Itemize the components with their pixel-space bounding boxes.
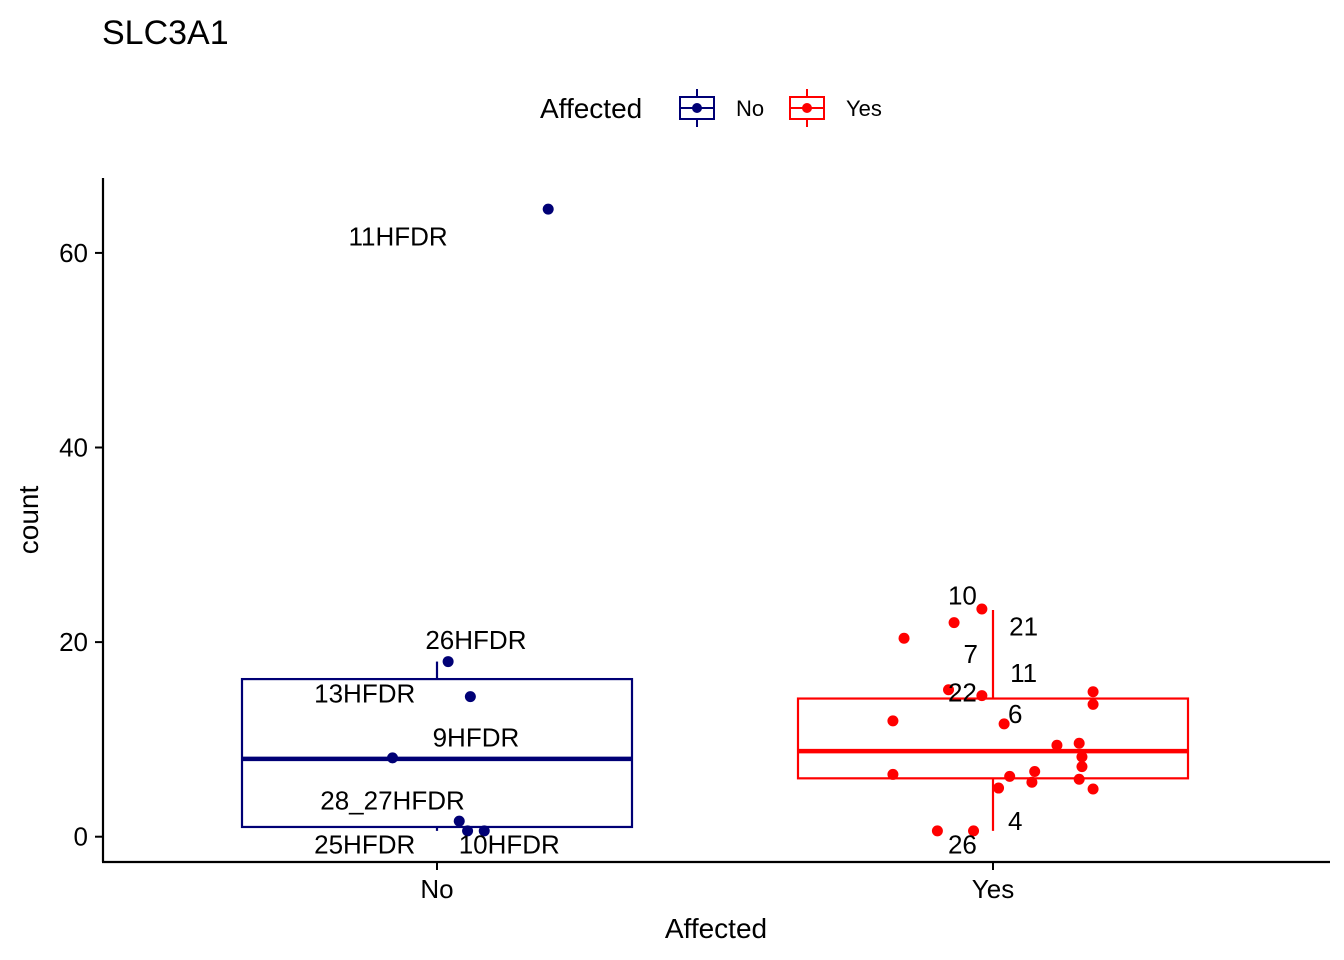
data-point	[887, 768, 899, 780]
data-point	[1029, 766, 1041, 778]
legend-key-yes: Yes	[789, 89, 882, 127]
data-point	[1076, 751, 1088, 763]
y-tick-label: 60	[59, 238, 88, 268]
legend-title: Affected	[540, 93, 642, 124]
point-label: 26HFDR	[425, 625, 526, 655]
data-point	[887, 715, 899, 727]
legend-key-no: No	[679, 89, 764, 127]
x-axis-title: Affected	[665, 913, 767, 944]
box-iqr	[240, 677, 634, 829]
legend-label-yes: Yes	[846, 96, 882, 121]
data-point	[1087, 686, 1099, 698]
data-point	[976, 603, 988, 615]
point-label: 6	[1008, 699, 1022, 729]
data-point	[998, 718, 1010, 730]
data-point	[1004, 770, 1016, 782]
point-label: 4	[1008, 806, 1022, 836]
y-tick-label: 40	[59, 433, 88, 463]
box-group-yes: 10 21 7 11 22 6 4 26	[796, 580, 1190, 859]
data-point	[993, 782, 1005, 794]
point-label: 10HFDR	[459, 829, 560, 859]
data-point	[898, 632, 910, 644]
point-label: 11HFDR	[348, 221, 447, 251]
data-point	[464, 691, 476, 703]
data-point	[976, 690, 988, 702]
x-tick-label: Yes	[972, 874, 1014, 904]
data-point	[1026, 776, 1038, 788]
data-point	[1073, 737, 1085, 749]
data-point	[948, 617, 960, 629]
data-point	[1087, 783, 1099, 795]
data-point	[1051, 739, 1063, 751]
point-label: 7	[964, 639, 978, 669]
legend: Affected No Yes	[540, 89, 882, 127]
point-label: 22	[948, 678, 977, 708]
point-label: 10	[948, 580, 977, 610]
data-point	[1087, 698, 1099, 710]
data-point	[462, 825, 474, 837]
y-axis-title: count	[13, 486, 44, 555]
point-label: 28_27HFDR	[320, 786, 465, 816]
data-point	[943, 684, 955, 696]
y-tick-label: 0	[74, 822, 88, 852]
data-point	[931, 825, 943, 837]
point-label: 13HFDR	[314, 679, 415, 709]
data-point	[453, 815, 465, 827]
legend-label-no: No	[736, 96, 764, 121]
box-group-no: 11HFDR 26HFDR 13HFDR 9HFDR 28_27HFDR 25HFDR 10…	[240, 203, 634, 859]
point-label: 21	[1009, 612, 1038, 642]
data-point	[387, 752, 399, 764]
chart-title: SLC3A1	[102, 14, 229, 52]
data-point	[1073, 773, 1085, 785]
data-point	[542, 203, 554, 215]
legend-key-point	[802, 103, 812, 113]
x-tick-label: No	[420, 874, 453, 904]
data-point	[1076, 761, 1088, 773]
point-label: 11	[1010, 658, 1037, 688]
y-tick-label: 20	[59, 627, 88, 657]
data-point	[442, 656, 454, 668]
point-label: 25HFDR	[314, 829, 415, 859]
legend-key-point	[692, 103, 702, 113]
box-iqr	[796, 697, 1190, 780]
point-label: 9HFDR	[433, 722, 520, 752]
data-point	[968, 825, 980, 837]
point-label: 26	[948, 829, 977, 859]
data-point	[478, 825, 490, 837]
